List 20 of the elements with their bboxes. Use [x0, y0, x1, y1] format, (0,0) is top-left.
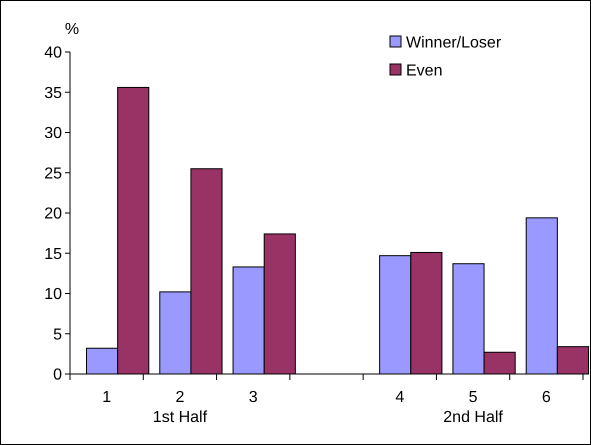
legend-label: Winner/Loser: [406, 34, 502, 52]
legend-label: Even: [406, 62, 442, 80]
x-tick-label: 6: [542, 389, 551, 406]
y-axis-title: %: [64, 21, 80, 38]
y-tick-label: 30: [44, 125, 62, 142]
x-tick-label: 4: [395, 389, 404, 406]
text: 1st Half: [152, 409, 208, 426]
x-tick-label: 1: [102, 389, 112, 406]
y-tick-label: 0: [53, 366, 62, 384]
y-tick-label: 10: [44, 286, 62, 304]
y-tick-label: 35: [44, 84, 62, 102]
text: 2nd Half: [443, 409, 504, 426]
y-tick-label: 5: [53, 326, 62, 344]
y-tick-label: 20: [44, 206, 62, 223]
y-tick-label: 15: [44, 246, 62, 263]
y-tick-label: 25: [44, 165, 62, 182]
y-tick-label: 40: [44, 44, 62, 62]
x-tick-label: 3: [248, 389, 258, 406]
x-tick-label: 5: [468, 389, 478, 406]
x-tick-label: 2: [175, 389, 184, 406]
